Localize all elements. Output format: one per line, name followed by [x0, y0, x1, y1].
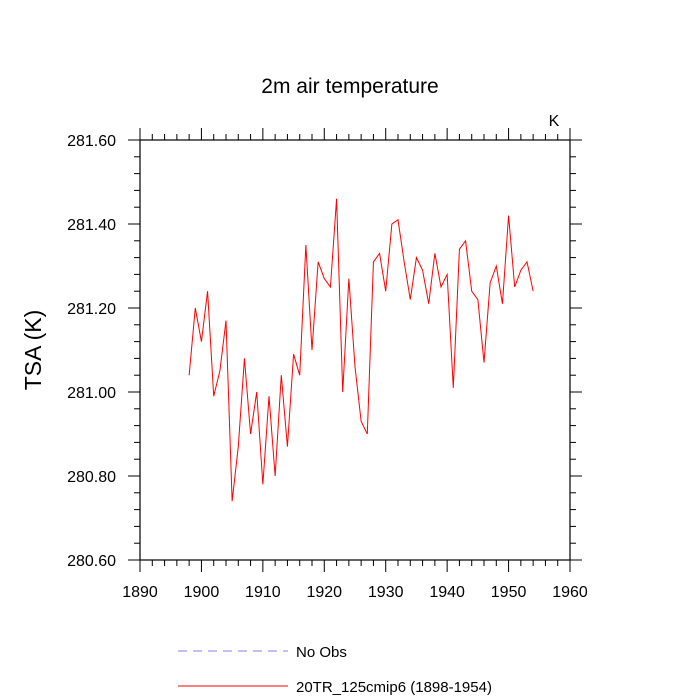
data-point	[232, 501, 233, 502]
data-point	[225, 320, 226, 321]
y-axis-label: TSA (K)	[20, 310, 46, 391]
data-point	[244, 358, 245, 359]
data-point	[250, 433, 251, 434]
data-point	[293, 354, 294, 355]
data-point	[189, 375, 190, 376]
data-point	[483, 362, 484, 363]
series-line	[188, 198, 534, 502]
data-point	[195, 307, 196, 308]
y-tick-label: 281.40	[67, 217, 116, 234]
legend-model-label: 20TR_125cmip6 (1898-1954)	[296, 679, 492, 696]
data-point	[207, 291, 208, 292]
data-point	[490, 282, 491, 283]
data-point	[428, 303, 429, 304]
data-point	[397, 219, 398, 220]
data-point	[496, 265, 497, 266]
x-tick-label: 1910	[245, 584, 281, 601]
data-point	[324, 278, 325, 279]
data-series	[188, 198, 534, 502]
data-point	[453, 387, 454, 388]
data-point	[465, 240, 466, 241]
data-point	[342, 391, 343, 392]
data-point	[262, 484, 263, 485]
data-point	[373, 261, 374, 262]
data-point	[268, 396, 269, 397]
data-point	[502, 303, 503, 304]
data-point	[336, 198, 337, 199]
data-point	[422, 270, 423, 271]
data-point	[520, 270, 521, 271]
units-label: K	[549, 113, 560, 130]
data-point	[201, 341, 202, 342]
x-tick-label: 1960	[552, 584, 588, 601]
x-tick-label: 1940	[429, 584, 465, 601]
data-point	[238, 446, 239, 447]
tick-labels: 1890 1900 1910 1920 1930 1940 1950 1960 280.60 28…	[67, 133, 588, 601]
data-point	[471, 291, 472, 292]
data-point	[354, 366, 355, 367]
y-tick-label: 281.20	[67, 301, 116, 318]
data-point	[379, 253, 380, 254]
data-point	[367, 433, 368, 434]
data-point	[348, 278, 349, 279]
data-point	[404, 261, 405, 262]
data-point	[318, 261, 319, 262]
legend: No Obs 20TR_125cmip6 (1898-1954)	[178, 644, 492, 696]
x-tick-label: 1930	[368, 584, 404, 601]
plot-frame	[139, 139, 571, 561]
legend-no-obs-label: No Obs	[296, 644, 347, 661]
data-point	[434, 253, 435, 254]
data-point	[361, 421, 362, 422]
data-point	[299, 375, 300, 376]
data-point	[416, 257, 417, 258]
y-tick-label: 280.60	[67, 553, 116, 570]
data-point	[256, 391, 257, 392]
data-point	[508, 215, 509, 216]
data-point	[514, 286, 515, 287]
data-point	[305, 244, 306, 245]
x-tick-label: 1890	[122, 584, 158, 601]
x-tick-label: 1950	[491, 584, 527, 601]
data-point	[311, 349, 312, 350]
data-point	[477, 299, 478, 300]
axis-ticks	[128, 128, 582, 572]
data-point	[219, 370, 220, 371]
data-point	[533, 291, 534, 292]
data-point	[526, 261, 527, 262]
y-tick-label: 281.60	[67, 133, 116, 150]
y-tick-label: 280.80	[67, 469, 116, 486]
data-point	[330, 286, 331, 287]
data-point	[385, 291, 386, 292]
data-point	[287, 446, 288, 447]
x-tick-label: 1920	[306, 584, 342, 601]
data-point	[459, 249, 460, 250]
data-point	[391, 223, 392, 224]
data-point	[447, 274, 448, 275]
data-point	[410, 299, 411, 300]
data-point	[281, 375, 282, 376]
data-point	[440, 286, 441, 287]
x-tick-label: 1900	[184, 584, 220, 601]
data-point	[275, 475, 276, 476]
y-tick-label: 281.00	[67, 385, 116, 402]
data-point	[213, 396, 214, 397]
chart-title: 2m air temperature	[261, 75, 438, 98]
